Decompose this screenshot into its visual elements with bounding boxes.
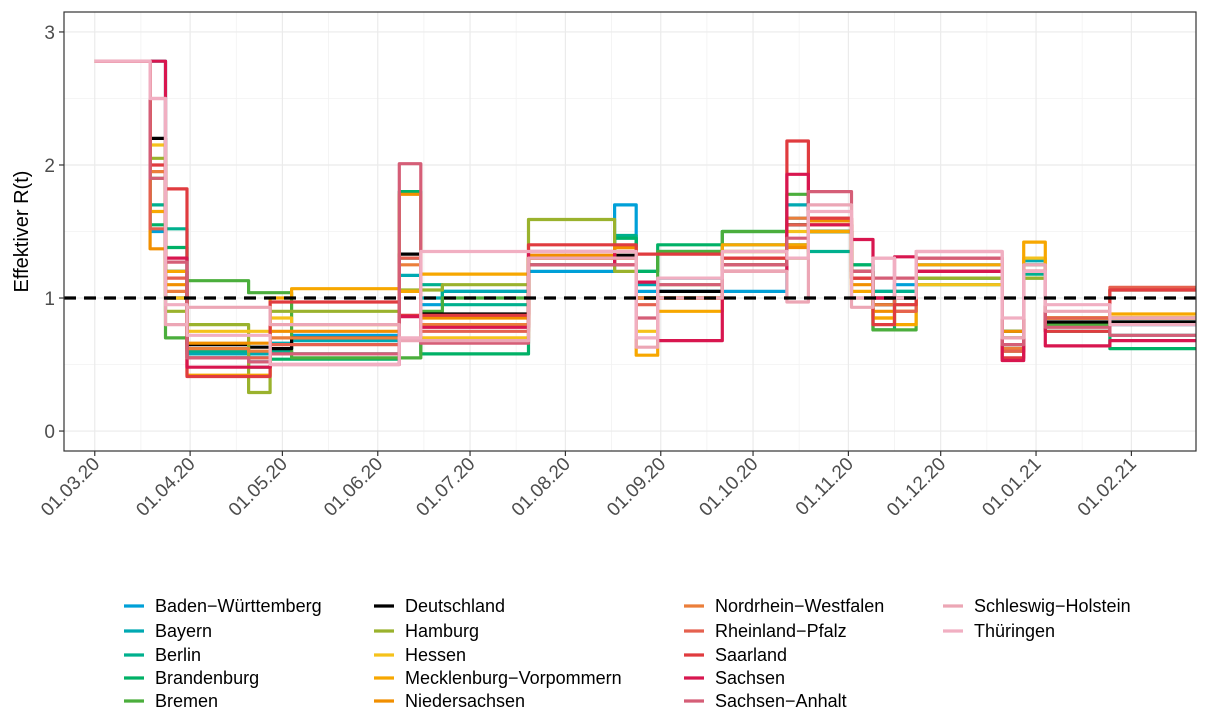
y-tick-label: 0	[44, 422, 55, 443]
legend-label-3: Brandenburg	[155, 668, 259, 688]
y-axis-title: Effektiver R(t)	[11, 171, 33, 293]
legend-label-15: Schleswig−Holstein	[974, 596, 1131, 616]
legend-label-0: Baden−Württemberg	[155, 596, 322, 616]
y-tick-label: 1	[44, 289, 55, 310]
legend-label-16: Thüringen	[974, 621, 1055, 641]
legend-label-14: Sachsen−Anhalt	[715, 691, 847, 711]
legend-label-6: Hamburg	[405, 621, 479, 641]
legend-label-5: Deutschland	[405, 596, 505, 616]
legend-label-1: Bayern	[155, 621, 212, 641]
series-layer	[94, 59, 1196, 395]
y-tick-label: 2	[44, 156, 55, 177]
plot-panel-border	[63, 11, 1197, 452]
legend-label-8: Mecklenburg−Vorpommern	[405, 668, 622, 688]
legend-label-12: Saarland	[715, 645, 787, 665]
legend-label-10: Nordrhein−Westfalen	[715, 596, 884, 616]
series-line-16	[94, 59, 1196, 367]
legend-label-2: Berlin	[155, 645, 201, 665]
legend-label-13: Sachsen	[715, 668, 785, 688]
legend-label-9: Niedersachsen	[405, 691, 525, 711]
y-axis: 0 1 2 3	[44, 23, 64, 443]
legend-label-11: Rheinland−Pfalz	[715, 621, 847, 641]
legend-label-4: Bremen	[155, 691, 218, 711]
minor-gridlines	[64, 12, 1196, 451]
y-tick-label: 3	[44, 23, 55, 44]
legend-label-7: Hessen	[405, 645, 466, 665]
legend: Baden−Württemberg Bayern Berlin Brandenburg…	[124, 596, 1131, 711]
